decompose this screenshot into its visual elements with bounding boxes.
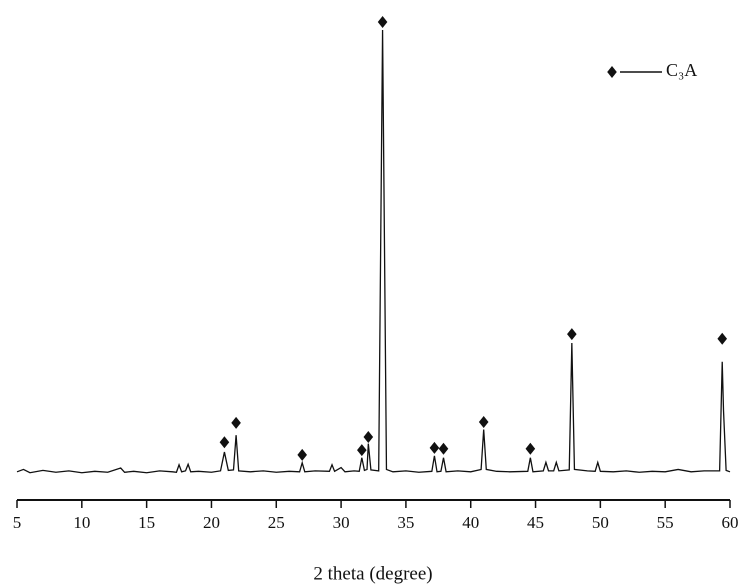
legend-label: C₃A xyxy=(666,60,697,80)
x-tick-label: 40 xyxy=(462,513,479,532)
x-tick-label: 55 xyxy=(657,513,674,532)
x-tick-label: 5 xyxy=(13,513,22,532)
legend-marker xyxy=(607,66,617,78)
x-tick-label: 45 xyxy=(527,513,544,532)
peak-marker xyxy=(377,16,388,29)
x-tick-label: 10 xyxy=(73,513,90,532)
xrd-pattern xyxy=(16,29,731,474)
x-tick-label: 35 xyxy=(397,513,414,532)
x-tick-label: 30 xyxy=(333,513,350,532)
peak-marker xyxy=(438,442,449,455)
peak-marker xyxy=(478,415,489,428)
x-tick-label: 60 xyxy=(722,513,739,532)
peak-marker xyxy=(297,448,307,461)
peak-marker xyxy=(363,431,374,444)
peak-marker xyxy=(429,441,440,454)
peak-marker xyxy=(717,332,728,345)
peak-marker xyxy=(567,328,577,341)
x-tick-label: 20 xyxy=(203,513,220,532)
peak-marker xyxy=(357,444,367,457)
peak-marker xyxy=(219,436,230,449)
peak-marker xyxy=(231,416,241,429)
x-tick-label: 50 xyxy=(592,513,609,532)
peak-marker xyxy=(525,442,536,455)
x-tick-label: 25 xyxy=(268,513,285,532)
x-tick-label: 15 xyxy=(138,513,155,532)
x-axis-label: 2 theta (degree) xyxy=(313,563,432,584)
